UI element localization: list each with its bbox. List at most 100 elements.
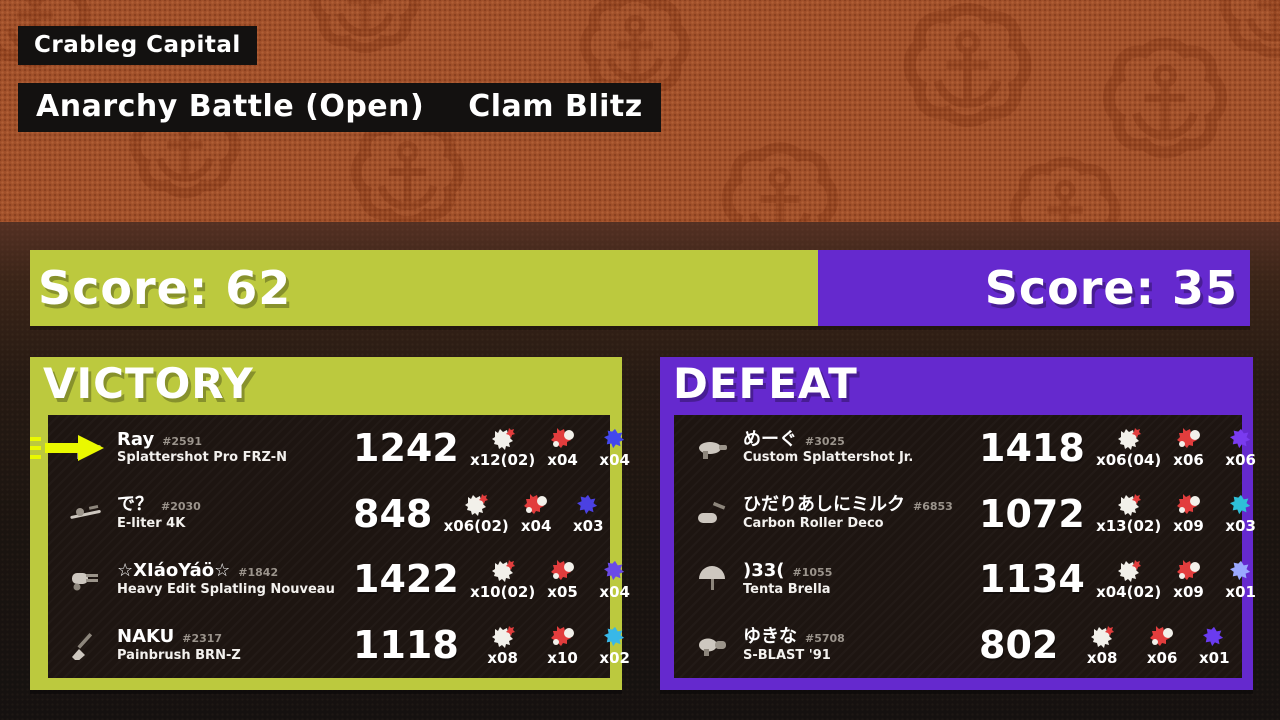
deaths-count: x10 [547,648,578,667]
stage-emblem-icon [1200,0,1280,95]
splats-count: x06(02) [443,517,509,536]
special-weapon-icon [577,492,599,516]
specials-count: x04 [599,451,630,470]
stage-emblem-icon [290,0,440,90]
player-tag: #2591 [162,434,203,448]
self-player-arrow-icon [30,434,104,461]
specials-count: x02 [599,648,630,667]
player-row[interactable]: NAKU #2317 Painbrush BRN-Z 1118 x08 x10 … [48,612,630,678]
score-bar-loser: Score: 35 [818,250,1250,326]
points-value: 1134 [979,557,1085,602]
deaths-count: x05 [547,582,578,601]
points-value: 802 [979,623,1059,668]
deaths-count: x06 [1146,648,1178,667]
deaths-icon [1175,426,1203,450]
weapon-name: Painbrush BRN-Z [117,647,241,663]
splats-icon [489,624,517,648]
player-tag: #6853 [913,500,953,514]
defeat-roster: めーぐ #3025 Custom Splattershot Jr. 1418 x… [674,415,1256,678]
deaths-icon [1148,624,1176,648]
player-stats: x06(04) x06 x06 [1095,426,1271,469]
deaths-count: x09 [1173,582,1204,601]
points-value: 1242 [353,425,459,470]
special-weapon-icon [604,624,626,648]
player-name: NAKU [117,625,175,647]
player-stats: x12(02) x04 x04 [469,426,645,469]
player-identity: NAKU #2317 Painbrush BRN-Z [117,625,353,664]
weapon-name: Custom Splattershot Jr. [743,450,914,466]
points-value: 848 [353,491,433,536]
weapon-icon [690,497,734,531]
deaths-icon [1175,492,1203,516]
weapon-name: E-liter 4K [117,516,186,532]
player-name: で？ [117,494,153,516]
stage-emblem-icon [700,135,860,222]
player-row[interactable]: ゆきな #5708 S-BLAST '91 802 x08 x06 x01 [674,612,1242,678]
defeat-panel: DEFEAT めーぐ #3025 Custom Splattershot Jr.… [660,357,1256,690]
deaths-icon [1175,558,1203,582]
loser-score-text: Score: 35 [984,261,1238,315]
mode-label: Anarchy Battle (Open) Clam Blitz [18,83,661,132]
stage-emblem-icon [990,150,1140,222]
player-identity: Ray #2591 Splattershot Pro FRZ-N [117,429,353,467]
player-tag: #1842 [238,566,279,579]
specials-count: x01 [1225,582,1256,601]
player-name: ゆきな [743,625,797,647]
splats-icon [489,426,517,450]
deaths-icon [549,624,577,648]
specials-count: x01 [1198,648,1230,667]
player-identity: ゆきな #5708 S-BLAST '91 [743,625,979,664]
specials-count: x06 [1225,451,1256,470]
player-name: ☆XIáoYáö☆ [117,560,231,581]
player-stats: x04(02) x09 x01 [1095,558,1271,601]
points-value: 1118 [353,623,459,668]
special-weapon-icon [604,426,626,450]
splats-count: x06(04) [1096,451,1162,470]
specials-count: x03 [1225,517,1256,536]
deaths-count: x09 [1173,517,1204,536]
splats-count: x13(02) [1096,517,1162,536]
player-stats: x06(02) x04 x03 [442,492,618,535]
special-weapon-icon [1230,426,1252,450]
splats-count: x12(02) [470,451,536,470]
splats-icon [1115,492,1143,516]
player-stats: x10(02) x05 x04 [469,558,645,601]
specials-count: x03 [572,517,604,536]
player-tag: #2030 [161,500,201,514]
player-identity: ☆XIáoYáö☆ #1842 Heavy Edit Splatling Nou… [117,561,353,598]
splats-icon [462,492,490,516]
splats-count: x08 [1086,648,1118,667]
victory-panel: VICTORY Ray #2591 Splattershot Pro FRZ-N… [30,357,630,690]
special-weapon-icon [1230,558,1252,582]
player-tag: #5708 [805,631,845,645]
player-stats: x08 x10 x02 [469,624,645,667]
weapon-name: Heavy Edit Splatling Nouveau [117,581,335,597]
player-tag: #3025 [805,434,845,448]
player-stats: x13(02) x09 x03 [1095,492,1271,535]
splats-icon [1115,558,1143,582]
victory-roster: Ray #2591 Splattershot Pro FRZ-N 1242 x1… [30,415,630,678]
player-identity: ひだりあしにミルク #6853 Carbon Roller Deco [743,495,979,532]
splats-count: x04(02) [1096,582,1162,601]
defeat-title: DEFEAT [673,359,858,408]
player-row[interactable]: Ray #2591 Splattershot Pro FRZ-N 1242 x1… [30,415,630,481]
splats-count: x10(02) [470,582,536,601]
deaths-count: x04 [520,517,552,536]
player-row[interactable]: で？ #2030 E-liter 4K 848 x06(02) x04 x03 [48,481,610,547]
winner-score-text: Score: 62 [38,261,292,315]
points-value: 1072 [979,491,1085,536]
deaths-count: x04 [547,451,578,470]
stage-emblem-icon [880,0,1055,170]
deaths-icon [522,492,550,516]
weapon-icon [690,562,734,596]
player-name: )33( [743,560,785,581]
splats-icon [489,558,517,582]
deaths-count: x06 [1173,451,1204,470]
weapon-icon [64,497,108,531]
player-row[interactable]: ☆XIáoYáö☆ #1842 Heavy Edit Splatling Nou… [48,547,630,613]
player-row[interactable]: ひだりあしにミルク #6853 Carbon Roller Deco 1072 … [674,481,1256,547]
weapon-icon [64,628,108,662]
player-row[interactable]: )33( #1055 Tenta Brella 1134 x04(02) x09… [674,547,1256,613]
score-bar: Score: 62 Score: 35 [30,250,1250,326]
player-row[interactable]: めーぐ #3025 Custom Splattershot Jr. 1418 x… [674,415,1256,481]
